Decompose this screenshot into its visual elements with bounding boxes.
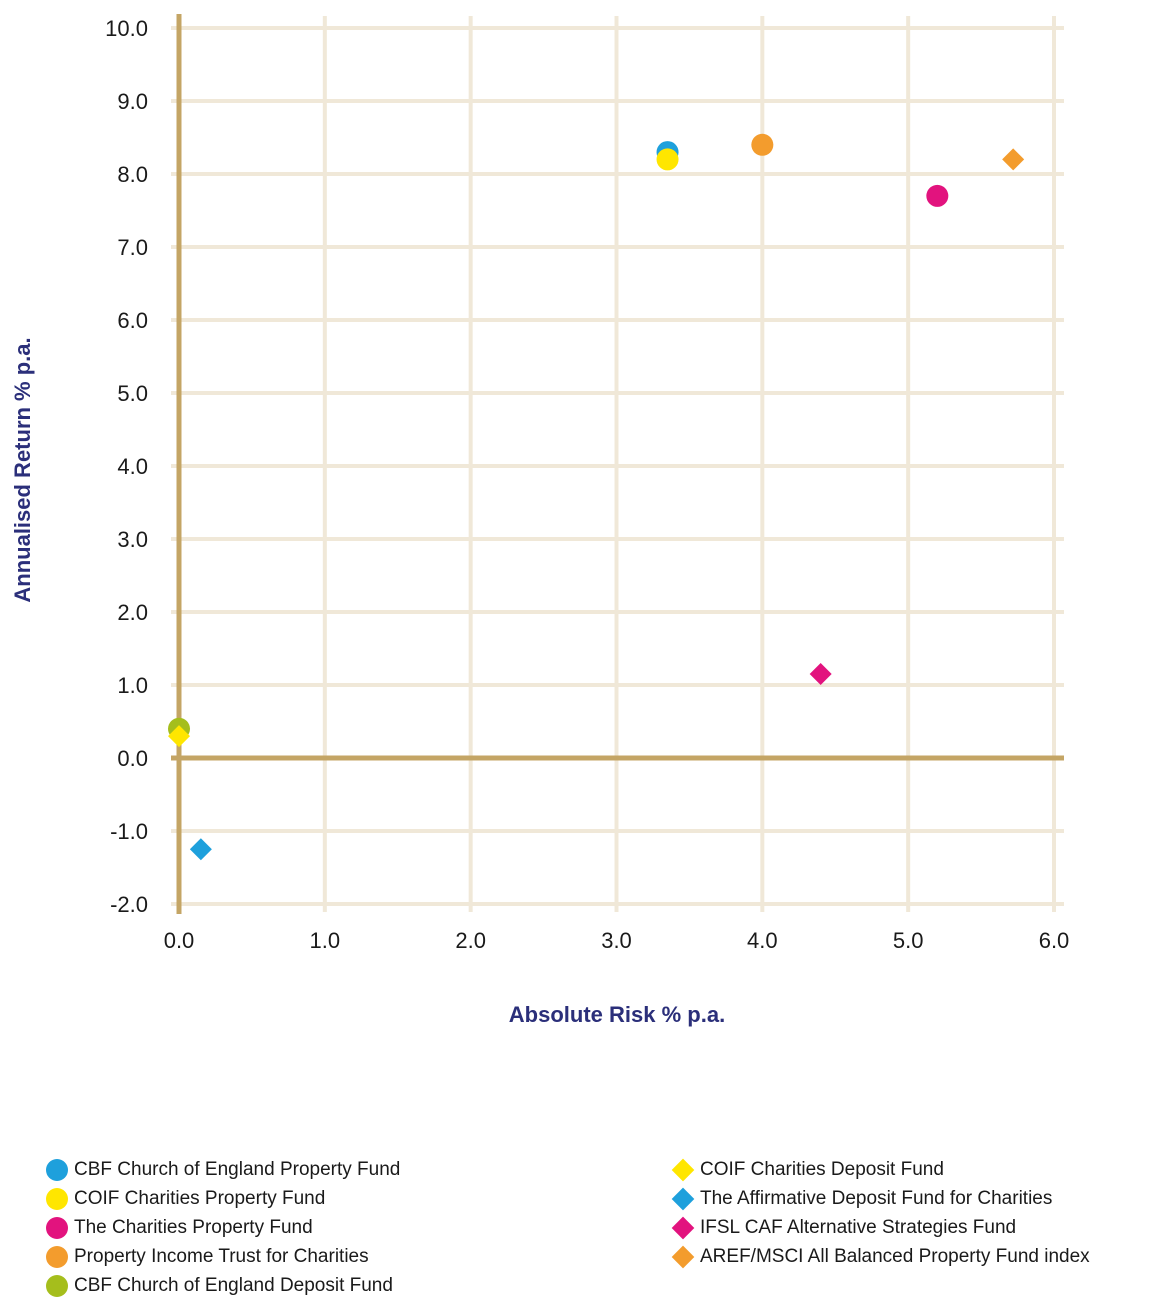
- legend-left-column: CBF Church of England Property Fund COIF …: [46, 1155, 400, 1300]
- legend-item: The Affirmative Deposit Fund for Chariti…: [671, 1184, 1090, 1213]
- legend-label: CBF Church of England Property Fund: [74, 1158, 401, 1180]
- y-tick-label: 2.0: [117, 600, 148, 625]
- legend-item: Property Income Trust for Charities: [46, 1242, 400, 1271]
- grid-lines: [171, 16, 1064, 912]
- scatter-chart: 10.0 9.0 8.0 7.0 6.0 5.0 4.0 3.0 2.0 1.0 0.0 -1.0 -2…: [10, 14, 1069, 1027]
- data-points: [168, 133, 1025, 861]
- y-tick-label: 3.0: [117, 527, 148, 552]
- x-tick-label: 2.0: [455, 928, 486, 953]
- y-tick-label: 10.0: [105, 16, 148, 41]
- x-tick-label: 4.0: [747, 928, 778, 953]
- data-point: [751, 133, 774, 156]
- tick-labels: 10.0 9.0 8.0 7.0 6.0 5.0 4.0 3.0 2.0 1.0 0.0 -1.0 -2…: [105, 16, 1069, 953]
- legend-item: The Charities Property Fund: [46, 1213, 400, 1242]
- x-tick-label: 1.0: [310, 928, 341, 953]
- legend-diamond-marker: [671, 1187, 695, 1210]
- data-point: [656, 148, 679, 171]
- legend-circle-marker: [46, 1216, 68, 1239]
- legend-label: The Affirmative Deposit Fund for Chariti…: [700, 1187, 1053, 1209]
- legend-item: IFSL CAF Alternative Strategies Fund: [671, 1213, 1090, 1242]
- y-tick-label: 0.0: [117, 746, 148, 771]
- legend-label: AREF/MSCI All Balanced Property Fund ind…: [700, 1245, 1090, 1267]
- legend-circle-marker: [46, 1187, 68, 1210]
- legend-label: Property Income Trust for Charities: [74, 1245, 369, 1267]
- legend-circle-marker: [46, 1245, 68, 1268]
- data-point: [809, 663, 832, 686]
- legend-diamond-marker: [671, 1245, 695, 1268]
- legend-item: COIF Charities Property Fund: [46, 1184, 400, 1213]
- x-axis-title: Absolute Risk % p.a.: [509, 1002, 725, 1027]
- y-tick-label: 7.0: [117, 235, 148, 260]
- x-tick-label: 0.0: [164, 928, 195, 953]
- x-tick-label: 6.0: [1039, 928, 1070, 953]
- y-tick-label: -1.0: [110, 819, 148, 844]
- x-tick-label: 3.0: [601, 928, 632, 953]
- legend-label: COIF Charities Property Fund: [74, 1187, 326, 1209]
- y-tick-label: -2.0: [110, 892, 148, 917]
- y-tick-label: 6.0: [117, 308, 148, 333]
- legend-item: CBF Church of England Deposit Fund: [46, 1271, 400, 1300]
- legend-diamond-marker: [671, 1158, 695, 1181]
- y-tick-label: 5.0: [117, 381, 148, 406]
- legend-right-column: COIF Charities Deposit Fund The Affirmati…: [671, 1155, 1090, 1271]
- y-axis-title: Annualised Return % p.a.: [10, 337, 35, 602]
- legend-circle-marker: [46, 1158, 68, 1181]
- data-point: [168, 725, 190, 748]
- x-tick-label: 5.0: [893, 928, 924, 953]
- legend-label: IFSL CAF Alternative Strategies Fund: [700, 1216, 1017, 1238]
- legend-label: COIF Charities Deposit Fund: [700, 1158, 944, 1180]
- legend-item: AREF/MSCI All Balanced Property Fund ind…: [671, 1242, 1090, 1271]
- data-point: [926, 184, 949, 207]
- legend-label: CBF Church of England Deposit Fund: [74, 1274, 393, 1296]
- y-tick-label: 4.0: [117, 454, 148, 479]
- data-point: [189, 838, 212, 861]
- data-point: [1002, 148, 1025, 171]
- legend-label: The Charities Property Fund: [74, 1216, 313, 1238]
- y-tick-label: 8.0: [117, 162, 148, 187]
- legend-circle-marker: [46, 1274, 68, 1297]
- axes: [171, 14, 1064, 914]
- legend-diamond-marker: [671, 1216, 695, 1239]
- y-tick-label: 1.0: [117, 673, 148, 698]
- legend-item: COIF Charities Deposit Fund: [671, 1155, 1090, 1184]
- legend-item: CBF Church of England Property Fund: [46, 1155, 400, 1184]
- y-tick-label: 9.0: [117, 89, 148, 114]
